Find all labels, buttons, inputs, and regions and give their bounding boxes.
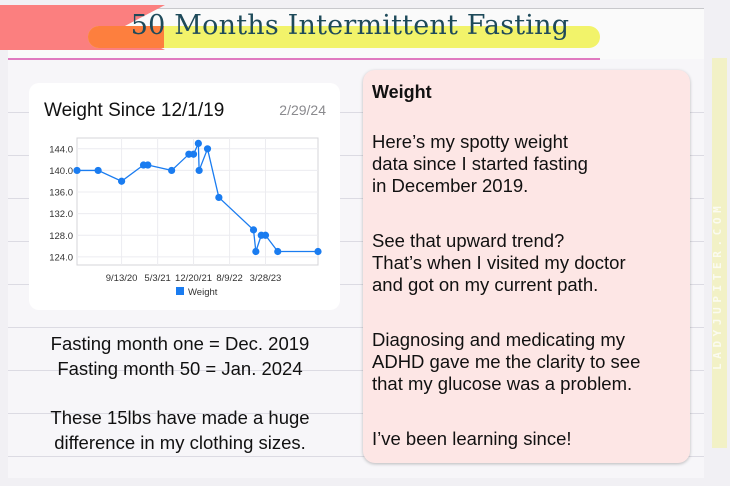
title-highlight [88, 26, 600, 48]
notes-line: That’s when I visited my doctor [372, 252, 626, 273]
notes-line: in December 2019. [372, 175, 529, 196]
y-tick-label: 128.0 [49, 231, 73, 242]
data-point [261, 231, 270, 239]
x-tick-label: 3/28/23 [250, 273, 282, 284]
notes-line: ADHD gave me the clarity to see [372, 351, 641, 372]
weight-notes-card: Weight Here’s my spotty weight data sinc… [363, 70, 690, 463]
legend-label: Weight [188, 287, 218, 298]
data-point [189, 150, 198, 158]
page-title-text: 50 Months Intermittent Fasting [130, 10, 570, 41]
weight-loss-note-line2: difference in my clothing sizes. [54, 432, 306, 453]
data-point [144, 161, 152, 169]
data-point [168, 166, 176, 175]
x-tick-label: 9/13/20 [106, 273, 138, 284]
notes-line: Diagnosing and medicating my [372, 329, 625, 350]
data-point [249, 226, 258, 234]
notes-paragraph-2: See that upward trend? That’s when I vis… [372, 230, 626, 296]
notes-line: data since I started fasting [372, 153, 588, 174]
weight-loss-note-line1: These 15lbs have made a huge [50, 407, 310, 428]
data-point [73, 166, 81, 175]
data-point [215, 193, 223, 202]
chart-title: Weight Since 12/1/19 [44, 100, 225, 121]
data-point [117, 177, 126, 185]
notes-line: See that upward trend? [372, 230, 565, 251]
title-highlight-orange [88, 26, 164, 48]
y-tick-label: 140.0 [49, 166, 73, 177]
notes-paragraph-4: I’ve been learning since! [372, 428, 572, 450]
y-tick-label: 132.0 [49, 209, 73, 220]
side-watermark: LADYJUPITER.COM [711, 201, 724, 370]
data-point [252, 247, 260, 256]
data-point [314, 247, 322, 256]
data-point [203, 145, 212, 153]
weight-line-chart: 124.0 128.0 132.0 136.0 140.0 144.0 9/13/20 5/3… [49, 137, 322, 298]
fasting-month-one-note: Fasting month one = Dec. 2019 [50, 333, 310, 354]
y-tick-label: 124.0 [49, 252, 73, 263]
x-tick-label: 12/20/21 [175, 273, 212, 284]
notes-line: I’ve been learning since! [372, 428, 572, 449]
notes-line: Here’s my spotty weight [372, 131, 569, 152]
notes-line: and got on my current path. [372, 274, 599, 295]
page-title: 50 Months Intermittent Fasting [0, 10, 700, 41]
chart-date: 2/29/24 [279, 102, 326, 118]
notes-paragraph-1: Here’s my spotty weight data since I sta… [372, 131, 588, 197]
fasting-month-fifty-note: Fasting month 50 = Jan. 2024 [57, 358, 303, 379]
weight-chart-card: Weight Since 12/1/19 2/29/24 124.0 128.0 1… [29, 83, 340, 310]
data-point [195, 166, 203, 175]
data-point [194, 139, 202, 148]
notes-paragraph-3: Diagnosing and medicating my ADHD gave m… [372, 329, 640, 395]
data-point [94, 166, 102, 175]
x-tick-label: 8/9/22 [216, 273, 242, 284]
notes-line: that my glucose was a problem. [372, 373, 633, 394]
side-watermark-strip [712, 58, 727, 448]
x-tick-label: 5/3/21 [144, 273, 170, 284]
y-tick-label: 136.0 [49, 188, 73, 199]
title-underline [8, 58, 600, 60]
y-tick-label: 144.0 [49, 144, 73, 155]
plot-area [76, 137, 319, 266]
legend-swatch-icon [176, 287, 184, 295]
notes-heading: Weight [372, 82, 432, 102]
data-point [274, 247, 282, 256]
